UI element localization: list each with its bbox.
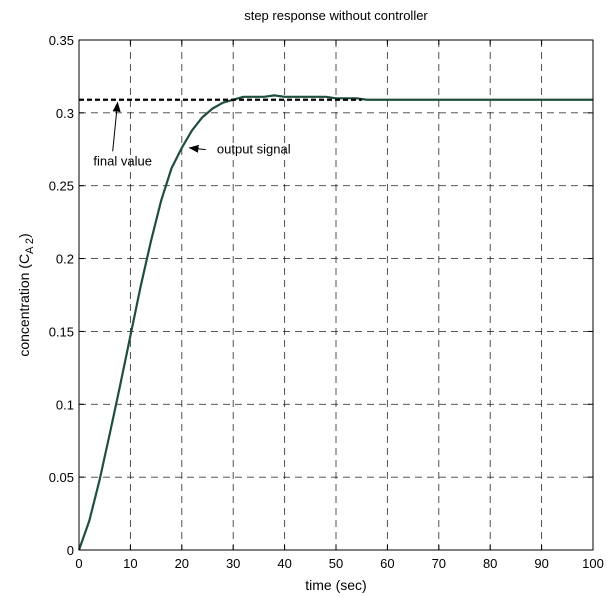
x-tick-label: 10: [123, 556, 137, 571]
x-tick-label: 70: [432, 556, 446, 571]
y-axis-label-subscript: A 2: [24, 238, 36, 254]
y-ticks: 0 0.05 0.1 0.15 0.2 0.25 0.3 0.35: [49, 33, 593, 558]
chart-title: step response without controller: [244, 8, 428, 23]
annotation-arrow: [188, 144, 206, 153]
series-group: [77, 94, 593, 551]
y-tick-label: 0.35: [49, 33, 74, 48]
annotation-label: output signal: [217, 142, 291, 157]
y-axis-label-main: concentration (C: [16, 254, 32, 357]
annotations: final value output signal: [93, 101, 291, 168]
annotation-label: final value: [93, 153, 152, 168]
x-tick-label: 20: [175, 556, 189, 571]
y-tick-label: 0: [67, 543, 74, 558]
x-tick-label: 40: [277, 556, 291, 571]
annotation-arrow: [112, 101, 121, 152]
y-tick-label: 0.15: [49, 324, 74, 339]
x-tick-label: 100: [582, 556, 604, 571]
y-axis-label-close: ): [16, 233, 32, 238]
x-tick-label: 60: [380, 556, 394, 571]
x-tick-label: 50: [329, 556, 343, 571]
y-axis-label: concentration (CA 2): [16, 233, 36, 356]
grid: [79, 40, 593, 550]
y-tick-label: 0.25: [49, 179, 74, 194]
x-tick-label: 30: [226, 556, 240, 571]
y-tick-label: 0.1: [56, 397, 74, 412]
x-tick-label: 90: [534, 556, 548, 571]
x-ticks: 0 10 20 30 40 50 60 70 80 90 100: [75, 40, 604, 571]
x-tick-label: 80: [483, 556, 497, 571]
y-tick-label: 0.2: [56, 252, 74, 267]
y-tick-label: 0.05: [49, 470, 74, 485]
x-axis-label: time (sec): [305, 577, 366, 593]
x-tick-label: 0: [75, 556, 82, 571]
y-tick-label: 0.3: [56, 106, 74, 121]
